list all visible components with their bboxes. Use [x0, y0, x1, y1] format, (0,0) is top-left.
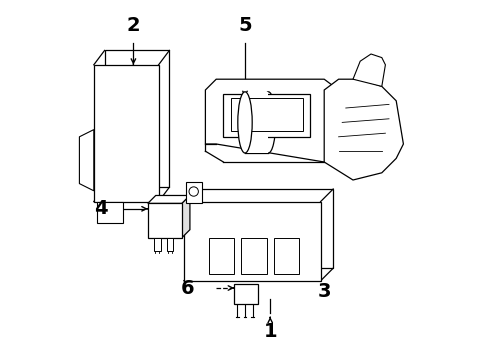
Text: 1: 1: [264, 322, 277, 341]
Bar: [186, 182, 202, 203]
Polygon shape: [209, 238, 234, 274]
Text: 4: 4: [94, 199, 108, 218]
Polygon shape: [223, 94, 310, 137]
Polygon shape: [274, 238, 299, 274]
Text: 5: 5: [238, 16, 252, 35]
Polygon shape: [148, 195, 190, 203]
Polygon shape: [205, 79, 339, 162]
Ellipse shape: [261, 92, 275, 153]
Polygon shape: [148, 203, 182, 238]
Bar: [234, 284, 258, 304]
Bar: [167, 238, 173, 251]
Text: 3: 3: [318, 282, 331, 301]
Polygon shape: [182, 195, 190, 238]
Text: 2: 2: [126, 16, 140, 35]
Polygon shape: [79, 130, 94, 191]
Polygon shape: [98, 202, 122, 223]
Polygon shape: [324, 79, 403, 180]
Polygon shape: [353, 54, 386, 86]
Text: 6: 6: [181, 279, 194, 297]
Ellipse shape: [238, 92, 252, 153]
Polygon shape: [184, 202, 320, 281]
Bar: [245, 92, 269, 153]
Polygon shape: [94, 65, 159, 202]
Bar: [154, 238, 161, 251]
Polygon shape: [242, 238, 267, 274]
